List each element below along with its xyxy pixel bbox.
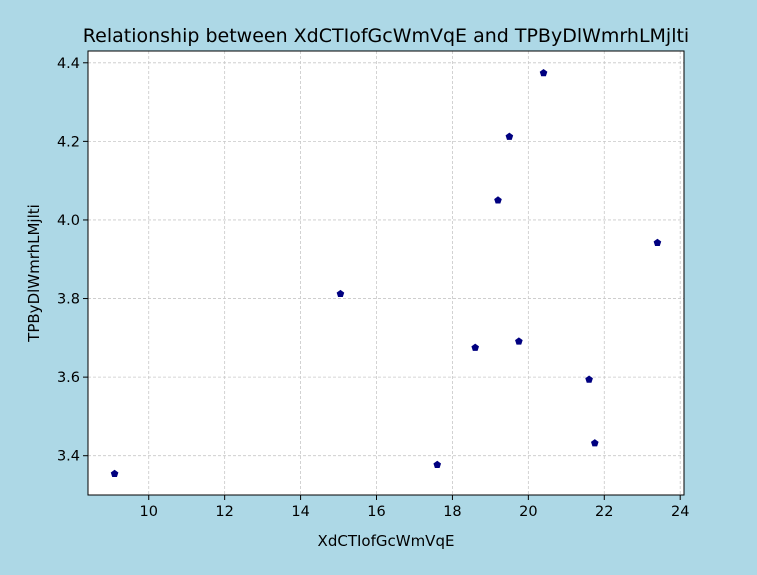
x-tick-label: 10 [140, 504, 158, 520]
data-point [471, 343, 480, 351]
plot-frame [87, 50, 685, 496]
data-point [433, 460, 442, 468]
y-tick-label: 4.0 [57, 213, 80, 229]
data-point [585, 375, 593, 383]
y-tick-label: 4.2 [57, 134, 80, 150]
x-tick-label: 14 [291, 504, 309, 520]
data-point [336, 289, 345, 298]
x-tick-label: 18 [443, 504, 461, 520]
x-tick-label: 12 [215, 504, 233, 520]
x-tick-label: 16 [367, 504, 385, 520]
y-tick-label: 3.8 [57, 292, 80, 308]
data-point [505, 132, 514, 140]
data-point [590, 439, 599, 447]
plot-area [88, 51, 684, 495]
data-point [110, 469, 119, 478]
chart-title: Relationship between XdCTIofGcWmVqE and … [83, 25, 689, 47]
y-axis-label: TPByDlWmrhLMjlti [25, 204, 43, 343]
x-tick-label: 24 [671, 504, 689, 520]
data-point [539, 69, 548, 77]
data-point [515, 337, 523, 345]
y-tick-label: 4.4 [57, 56, 80, 72]
data-point [653, 238, 662, 246]
data-point [494, 196, 502, 204]
axis-ticks: 10 12 14 16 18 20 22 24 3.4 3.6 3.8 4.0 4.2 4.4 [57, 56, 689, 520]
y-tick-label: 3.4 [57, 449, 80, 465]
x-tick-label: 22 [595, 504, 613, 520]
x-tick-label: 20 [519, 504, 537, 520]
y-tick-label: 3.6 [57, 370, 80, 386]
grid-lines [88, 51, 684, 495]
data-points [110, 69, 662, 478]
x-axis-label: XdCTIofGcWmVqE [318, 532, 455, 550]
